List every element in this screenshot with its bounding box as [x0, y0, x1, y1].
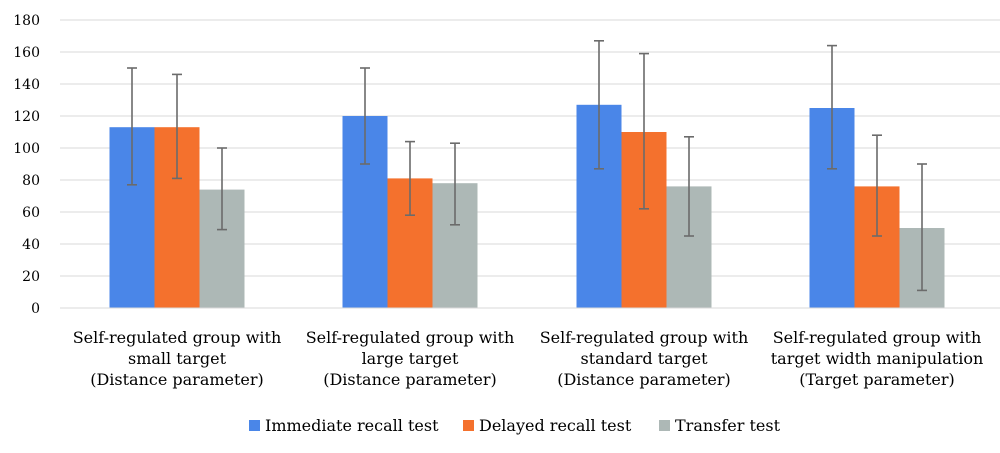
category-label-line: small target — [128, 349, 227, 368]
y-tick-label: 20 — [22, 269, 40, 285]
y-tick-label: 100 — [13, 141, 40, 157]
legend-item: Delayed recall test — [463, 416, 632, 435]
category-label-line: standard target — [581, 349, 709, 368]
category-label-line: Self-regulated group with — [773, 328, 982, 347]
y-tick-label: 140 — [13, 77, 40, 93]
error-bars — [127, 39, 927, 292]
category-label-line: (Distance parameter) — [90, 370, 264, 389]
category-label-line: large target — [362, 349, 459, 368]
y-tick-label: 180 — [13, 13, 40, 29]
y-tick-label: 120 — [13, 109, 40, 125]
legend: Immediate recall test Delayed recall test… — [249, 416, 781, 435]
category-label: Self-regulated group with small target (Di… — [73, 328, 282, 389]
y-tick-label: 60 — [22, 205, 40, 221]
category-label: Self-regulated group with standard target… — [540, 328, 749, 389]
category-labels: Self-regulated group with small target (Di… — [73, 328, 984, 389]
category-label-line: target width manipulation — [771, 349, 984, 368]
y-tick-label: 40 — [22, 237, 40, 253]
y-axis-ticks: 0 20 40 60 80 100 120 140 160 180 — [13, 13, 40, 317]
category-label-line: Self-regulated group with — [306, 328, 515, 347]
category-label-line: (Target parameter) — [799, 370, 954, 389]
category-label-line: (Distance parameter) — [557, 370, 731, 389]
y-tick-label: 0 — [31, 301, 40, 317]
category-label-line: (Distance parameter) — [323, 370, 497, 389]
legend-swatch — [249, 420, 260, 431]
legend-item: Immediate recall test — [249, 416, 439, 435]
category-label-line: Self-regulated group with — [540, 328, 749, 347]
legend-label: Immediate recall test — [265, 416, 439, 435]
legend-swatch — [659, 420, 670, 431]
bars — [109, 104, 945, 308]
legend-item: Transfer test — [659, 416, 781, 435]
category-label-line: Self-regulated group with — [73, 328, 282, 347]
legend-swatch — [463, 420, 474, 431]
legend-label: Transfer test — [675, 416, 781, 435]
legend-label: Delayed recall test — [479, 416, 632, 435]
y-tick-label: 160 — [13, 45, 40, 61]
y-tick-label: 80 — [22, 173, 40, 189]
category-label: Self-regulated group with large target (Di… — [306, 328, 515, 389]
category-label: Self-regulated group with target width ma… — [771, 328, 984, 389]
